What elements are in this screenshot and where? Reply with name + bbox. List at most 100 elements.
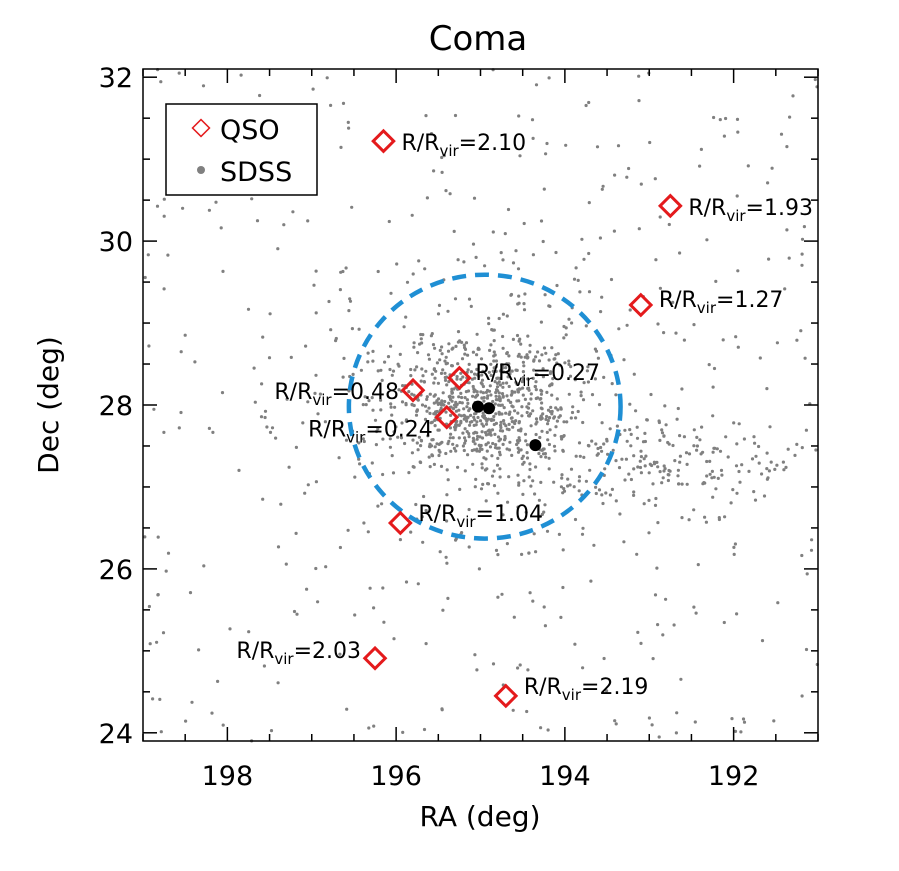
sdss-point <box>440 352 444 356</box>
sdss-point <box>471 394 475 398</box>
sdss-point <box>521 393 525 397</box>
sdss-point <box>393 405 397 409</box>
sdss-point <box>265 425 269 429</box>
sdss-point <box>475 367 479 371</box>
sdss-point <box>657 735 661 739</box>
sdss-point <box>435 400 439 404</box>
sdss-point <box>480 447 484 451</box>
sdss-point <box>459 377 463 381</box>
sdss-point <box>760 472 764 476</box>
y-tick-label: 30 <box>99 227 133 258</box>
sdss-point <box>522 221 526 226</box>
sdss-point <box>489 362 493 366</box>
sdss-point <box>710 469 715 473</box>
x-tick-label: 194 <box>539 761 591 792</box>
sdss-point <box>556 352 560 356</box>
sdss-point <box>685 482 689 486</box>
sdss-point <box>527 475 531 479</box>
sdss-point <box>590 393 595 397</box>
sdss-point <box>569 365 573 369</box>
sdss-point <box>544 351 548 355</box>
sdss-point <box>552 444 557 448</box>
sdss-point <box>718 449 723 453</box>
sdss-point <box>511 708 515 712</box>
sdss-point <box>166 253 170 257</box>
sdss-point <box>389 344 393 348</box>
sdss-point <box>477 374 481 378</box>
sdss-point <box>635 436 640 440</box>
sdss-point <box>463 347 468 351</box>
sdss-point <box>644 454 648 458</box>
sdss-point <box>517 114 521 118</box>
sdss-point <box>433 418 437 422</box>
sdss-point <box>504 411 508 415</box>
sdss-point <box>469 370 473 374</box>
sdss-point <box>498 467 502 471</box>
sdss-point <box>632 454 636 458</box>
sdss-point <box>560 473 564 477</box>
sdss-point <box>695 444 700 448</box>
sdss-point <box>779 132 784 136</box>
sdss-point <box>639 182 643 186</box>
sdss-point <box>485 396 489 400</box>
sdss-point <box>441 368 445 372</box>
sdss-point <box>445 519 449 523</box>
sdss-point <box>572 277 577 281</box>
sdss-point <box>388 437 392 441</box>
sdss-point <box>276 545 281 549</box>
sdss-point <box>587 290 592 294</box>
sdss-point <box>475 437 479 441</box>
sdss-point <box>503 232 507 236</box>
sdss-point <box>543 452 548 456</box>
sdss-point <box>480 466 484 470</box>
sdss-point <box>410 213 414 217</box>
sdss-point <box>479 390 483 394</box>
sdss-point <box>338 652 342 656</box>
sdss-point <box>546 419 550 423</box>
sdss-point <box>528 462 532 466</box>
sdss-point <box>704 520 709 524</box>
sdss-point <box>541 239 545 244</box>
sdss-point <box>718 118 722 122</box>
sdss-point <box>498 383 502 387</box>
sdss-point <box>450 399 454 403</box>
sdss-point <box>584 479 589 483</box>
sdss-point <box>600 187 604 191</box>
sdss-point <box>548 384 552 388</box>
sdss-point <box>539 480 543 484</box>
sdss-point <box>460 357 465 361</box>
sdss-point <box>635 425 639 429</box>
sdss-point <box>526 334 530 338</box>
sdss-point <box>466 368 470 372</box>
sdss-point <box>410 451 414 455</box>
sdss-point <box>596 446 600 451</box>
sdss-point <box>489 373 493 377</box>
qso-marker <box>657 193 683 219</box>
qso-label: R/Rvir=0.24 <box>308 417 433 446</box>
sdss-point <box>653 503 658 507</box>
sdss-point <box>543 624 548 628</box>
sdss-point <box>314 480 318 484</box>
sdss-point <box>712 475 716 479</box>
sdss-point <box>396 435 400 439</box>
sdss-point <box>516 267 521 271</box>
sdss-point <box>694 611 698 615</box>
sdss-point <box>554 353 558 357</box>
sdss-point <box>732 552 736 557</box>
sdss-point <box>658 470 662 474</box>
sdss-point <box>496 491 500 495</box>
sdss-point <box>446 349 451 353</box>
sdss-point <box>651 657 655 661</box>
sdss-point <box>375 429 379 434</box>
sdss-point <box>692 508 696 512</box>
sdss-point <box>461 431 465 435</box>
sdss-point <box>653 593 658 597</box>
sdss-point <box>785 228 789 232</box>
sdss-point <box>723 515 727 519</box>
sdss-point <box>682 338 687 342</box>
sdss-point <box>389 402 393 406</box>
sdss-point <box>419 332 423 337</box>
sdss-point <box>502 370 506 374</box>
sdss-point <box>239 73 243 77</box>
